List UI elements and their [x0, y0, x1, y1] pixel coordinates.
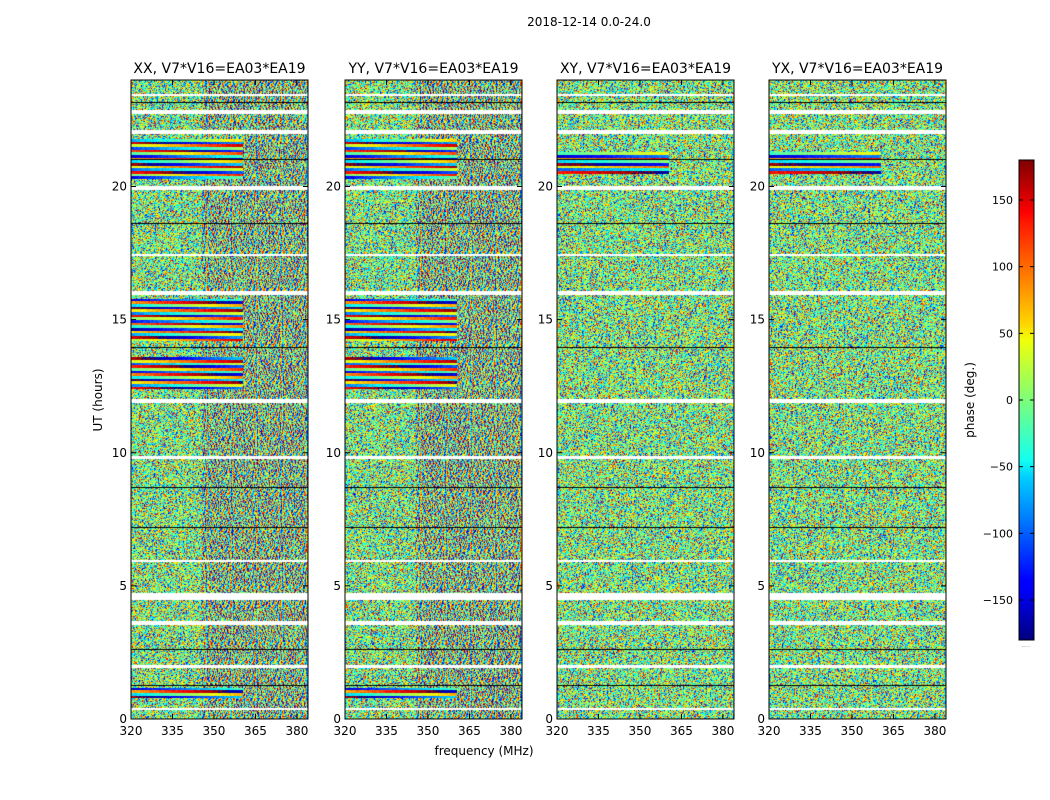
panel-frame — [130, 79, 309, 720]
y-tick-label: 15 — [750, 313, 765, 327]
x-tick-label: 335 — [375, 724, 398, 738]
y-tick-label: 10 — [538, 446, 553, 460]
colorbar-tick-label: 100 — [992, 261, 1013, 274]
y-tick-label: 15 — [112, 313, 127, 327]
x-tick-label: 380 — [285, 724, 308, 738]
x-tick-label: 335 — [161, 724, 184, 738]
panel-title: YY, V7*V16=EA03*EA19 — [347, 61, 518, 77]
colorbar-tick-label: 50 — [999, 327, 1013, 340]
x-tick-label: 350 — [417, 724, 440, 738]
x-tick-label: 380 — [711, 724, 734, 738]
colorbar-tick-label: −100 — [983, 527, 1013, 540]
x-axis-label: frequency (MHz) — [434, 744, 533, 758]
panel-frame — [344, 79, 523, 720]
panel-3: YX, V7*V16=EA03*EA19 320 335 350 365 380 0 5 10 1… — [750, 61, 947, 738]
panel-1: YY, V7*V16=EA03*EA19 320 335 350 365 380 0 5 10 1… — [326, 61, 523, 738]
x-tick-label: 320 — [334, 724, 357, 738]
y-tick-label: 20 — [112, 180, 127, 194]
y-axis-label: UT (hours) — [91, 368, 105, 431]
colorbar-note: ..... — [1021, 642, 1031, 649]
x-tick-label: 335 — [587, 724, 610, 738]
phase-heatmap-canvas — [769, 80, 946, 719]
colorbar: 150 100 50 0 −50 −100 −150 phase (deg.) ..... — [963, 159, 1035, 649]
y-tick-label: 0 — [545, 712, 553, 726]
x-tick-label: 380 — [923, 724, 946, 738]
phase-heatmap-canvas — [131, 80, 308, 719]
panel-title: XX, V7*V16=EA03*EA19 — [133, 61, 305, 77]
colorbar-tick-label: 150 — [992, 194, 1013, 207]
x-tick-label: 350 — [841, 724, 864, 738]
colorbar-tick-label: −50 — [990, 461, 1013, 474]
y-tick-label: 15 — [538, 313, 553, 327]
x-tick-label: 320 — [120, 724, 143, 738]
y-tick-label: 10 — [326, 446, 341, 460]
panel-frame — [768, 79, 947, 720]
x-tick-label: 320 — [758, 724, 781, 738]
y-tick-label: 0 — [119, 712, 127, 726]
colorbar-label: phase (deg.) — [963, 362, 977, 438]
phase-heatmap — [345, 80, 522, 719]
panels: XX, V7*V16=EA03*EA19 320 335 350 365 380 0 5 10 1… — [112, 61, 947, 738]
x-tick-label: 365 — [882, 724, 905, 738]
y-tick-label: 0 — [333, 712, 341, 726]
x-tick-label: 365 — [670, 724, 693, 738]
phase-heatmap-canvas — [557, 80, 734, 719]
panel-title: XY, V7*V16=EA03*EA19 — [560, 61, 731, 77]
y-tick-label: 0 — [757, 712, 765, 726]
y-tick-label: 20 — [538, 180, 553, 194]
y-tick-label: 5 — [119, 579, 127, 593]
colorbar-ticks: 150 100 50 0 −50 −100 −150 — [983, 194, 1034, 607]
phase-heatmap — [557, 80, 734, 719]
x-tick-label: 380 — [499, 724, 522, 738]
x-tick-label: 365 — [244, 724, 267, 738]
phase-heatmap-canvas — [345, 80, 522, 719]
y-tick-label: 10 — [750, 446, 765, 460]
x-tick-label: 335 — [799, 724, 822, 738]
colorbar-tick-label: −150 — [983, 594, 1013, 607]
y-tick-label: 20 — [750, 180, 765, 194]
x-tick-label: 320 — [546, 724, 569, 738]
figure-suptitle: 2018-12-14 0.0-24.0 — [527, 15, 651, 29]
panel-title: YX, V7*V16=EA03*EA19 — [771, 61, 943, 77]
panel-0: XX, V7*V16=EA03*EA19 320 335 350 365 380 0 5 10 1… — [112, 61, 309, 738]
panel-2: XY, V7*V16=EA03*EA19 320 335 350 365 380 0 5 10 1… — [538, 61, 735, 738]
x-tick-label: 350 — [629, 724, 652, 738]
panel-frame — [556, 79, 735, 720]
phase-heatmap — [131, 80, 308, 719]
y-tick-label: 5 — [333, 579, 341, 593]
x-tick-label: 365 — [458, 724, 481, 738]
y-tick-label: 15 — [326, 313, 341, 327]
y-tick-label: 20 — [326, 180, 341, 194]
y-tick-label: 10 — [112, 446, 127, 460]
y-tick-label: 5 — [757, 579, 765, 593]
phase-heatmap — [769, 80, 946, 719]
x-tick-label: 350 — [203, 724, 226, 738]
y-tick-label: 5 — [545, 579, 553, 593]
colorbar-tick-label: 0 — [1006, 394, 1013, 407]
